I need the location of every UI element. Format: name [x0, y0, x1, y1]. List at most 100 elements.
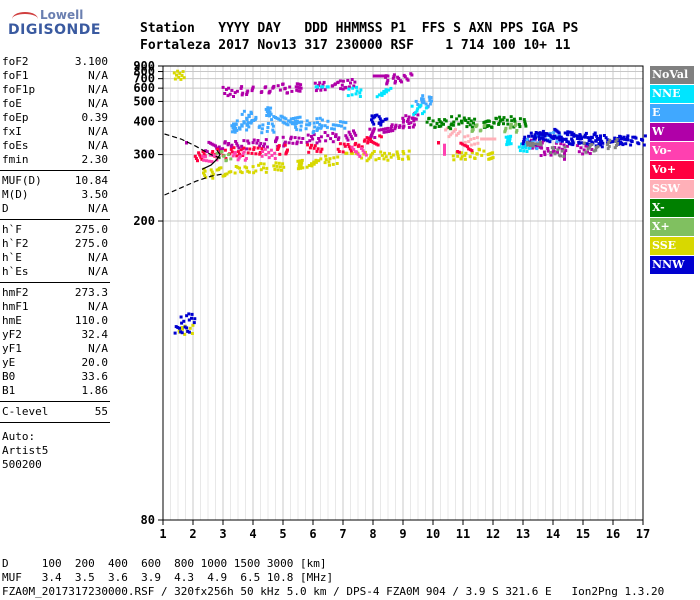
echo-point — [386, 78, 390, 82]
echo-point — [235, 142, 239, 146]
auto-scaling-text: Auto: — [2, 430, 36, 443]
echo-point — [282, 116, 286, 120]
echo-point — [492, 121, 496, 125]
echo-point — [249, 110, 253, 114]
echo-point — [398, 124, 402, 128]
echo-point — [510, 119, 514, 123]
echo-point — [205, 159, 208, 163]
echo-point — [319, 150, 323, 154]
echo-point — [542, 150, 546, 154]
echo-point — [266, 126, 270, 129]
echo-point — [196, 159, 199, 163]
echo-point — [348, 147, 352, 151]
echo-point — [452, 129, 456, 133]
echo-point — [545, 132, 549, 136]
echo-point — [356, 152, 360, 156]
echo-point — [316, 85, 320, 89]
echo-point — [323, 124, 327, 128]
echo-point — [553, 152, 557, 156]
echo-point — [384, 127, 388, 131]
echo-point — [467, 117, 471, 121]
echo-point — [239, 148, 243, 152]
echo-point — [531, 144, 535, 148]
echo-point — [397, 125, 401, 129]
legend-item: Vo+ — [650, 161, 694, 179]
echo-point — [322, 80, 326, 84]
echo-point — [452, 120, 456, 124]
echo-point — [427, 116, 431, 120]
echo-point — [297, 164, 301, 168]
echo-point — [288, 120, 292, 124]
echo-point — [475, 136, 479, 140]
param-name: yF2 — [2, 328, 22, 341]
x-tick-label: 9 — [399, 527, 406, 541]
echo-point — [442, 122, 445, 126]
echo-point — [566, 140, 570, 144]
echo-point — [233, 91, 237, 95]
echo-point — [263, 142, 267, 146]
echo-point — [372, 122, 376, 126]
echo-point — [460, 151, 463, 155]
echo-point — [246, 169, 250, 173]
echo-point — [526, 143, 530, 147]
echo-point — [581, 152, 585, 156]
echo-point — [341, 87, 345, 91]
param-name: h`F — [2, 223, 22, 236]
echo-point — [263, 147, 267, 151]
echo-point — [287, 119, 291, 123]
echo-point — [373, 141, 377, 145]
echo-point — [407, 125, 411, 129]
echo-point — [287, 141, 291, 145]
legend-item: SSW — [650, 180, 694, 198]
echo-point — [509, 122, 513, 126]
echo-point — [457, 122, 461, 126]
echo-point — [420, 100, 424, 104]
param-row: MUF(D) 10.84 — [2, 174, 108, 188]
echo-point — [523, 135, 527, 139]
echo-point — [266, 122, 270, 125]
echo-point — [422, 101, 426, 105]
echo-point — [387, 88, 391, 92]
echo-point — [523, 122, 527, 126]
echo-point — [386, 158, 390, 162]
echo-point — [289, 117, 293, 121]
echo-point — [241, 152, 245, 156]
echo-point — [180, 74, 184, 77]
param-value: 275.0 — [74, 237, 108, 250]
echo-point — [266, 106, 270, 110]
echo-point — [300, 161, 304, 165]
echo-point — [584, 144, 588, 148]
param-row: foF1p N/A — [2, 83, 108, 97]
echo-point — [364, 153, 368, 157]
echo-point — [343, 144, 347, 148]
echo-point — [342, 142, 346, 146]
echo-point — [360, 156, 364, 160]
echo-point — [258, 151, 262, 154]
echo-point — [459, 157, 463, 161]
x-tick-label: 8 — [369, 527, 376, 541]
echo-point — [444, 128, 448, 132]
x-tick-label: 7 — [339, 527, 346, 541]
y-tick-label: 400 — [133, 114, 155, 128]
echo-point — [266, 112, 270, 116]
echo-point — [241, 91, 245, 95]
param-value: N/A — [88, 139, 108, 152]
echo-point — [582, 148, 586, 152]
echo-point — [370, 140, 373, 143]
footer-muf-line: MUF 3.4 3.5 3.6 3.9 4.3 4.9 6.5 10.8 [MH… — [2, 571, 334, 584]
echo-point — [397, 157, 401, 160]
echo-point — [529, 138, 533, 142]
echo-point — [466, 145, 469, 149]
echo-point — [344, 134, 348, 138]
echo-point — [295, 142, 299, 146]
echo-point — [389, 86, 393, 90]
echo-point — [354, 92, 358, 96]
echo-point — [329, 137, 333, 141]
echo-point — [260, 147, 264, 151]
echo-point — [539, 136, 543, 140]
echo-point — [314, 89, 318, 93]
echo-point — [584, 150, 588, 154]
echo-point — [281, 115, 285, 119]
echo-point — [235, 119, 239, 123]
param-name: D — [2, 202, 9, 215]
